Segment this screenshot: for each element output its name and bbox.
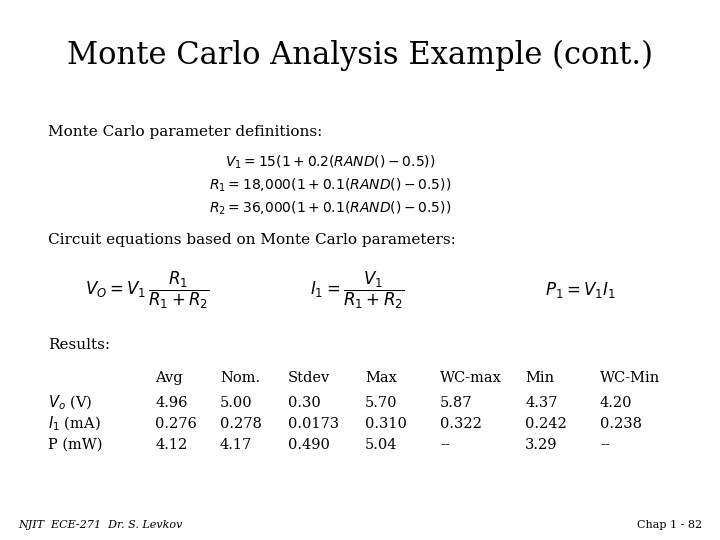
Text: 5.70: 5.70 [365, 396, 397, 410]
Text: 4.17: 4.17 [220, 438, 252, 452]
Text: Min: Min [525, 371, 554, 385]
Text: $R_2 = 36{,}000(1 + 0.1(\mathit{RAND}() - 0.5))$: $R_2 = 36{,}000(1 + 0.1(\mathit{RAND}() … [209, 199, 451, 217]
Text: --: -- [440, 438, 450, 452]
Text: $V_o$ (V): $V_o$ (V) [48, 394, 92, 412]
Text: $I_1 = \dfrac{V_1}{R_1 + R_2}$: $I_1 = \dfrac{V_1}{R_1 + R_2}$ [310, 269, 405, 310]
Text: NJIT  ECE-271  Dr. S. Levkov: NJIT ECE-271 Dr. S. Levkov [18, 520, 182, 530]
Text: 4.12: 4.12 [155, 438, 187, 452]
Text: Max: Max [365, 371, 397, 385]
Text: Results:: Results: [48, 338, 110, 352]
Text: 0.242: 0.242 [525, 417, 567, 431]
Text: Monte Carlo parameter definitions:: Monte Carlo parameter definitions: [48, 125, 323, 139]
Text: 5.00: 5.00 [220, 396, 253, 410]
Text: 5.04: 5.04 [365, 438, 397, 452]
Text: Monte Carlo Analysis Example (cont.): Monte Carlo Analysis Example (cont.) [67, 39, 653, 71]
Text: 0.0173: 0.0173 [288, 417, 339, 431]
Text: 0.322: 0.322 [440, 417, 482, 431]
Text: Avg: Avg [155, 371, 183, 385]
Text: 4.20: 4.20 [600, 396, 632, 410]
Text: 0.490: 0.490 [288, 438, 330, 452]
Text: 0.238: 0.238 [600, 417, 642, 431]
Text: Circuit equations based on Monte Carlo parameters:: Circuit equations based on Monte Carlo p… [48, 233, 456, 247]
Text: --: -- [600, 438, 610, 452]
Text: 5.87: 5.87 [440, 396, 472, 410]
Text: 3.29: 3.29 [525, 438, 557, 452]
Text: Chap 1 - 82: Chap 1 - 82 [637, 520, 702, 530]
Text: Nom.: Nom. [220, 371, 260, 385]
Text: 4.96: 4.96 [155, 396, 187, 410]
Text: 4.37: 4.37 [525, 396, 557, 410]
Text: $V_O = V_1\,\dfrac{R_1}{R_1 + R_2}$: $V_O = V_1\,\dfrac{R_1}{R_1 + R_2}$ [85, 269, 210, 310]
Text: 0.30: 0.30 [288, 396, 320, 410]
Text: $R_1 = 18{,}000(1 + 0.1(\mathit{RAND}() - 0.5))$: $R_1 = 18{,}000(1 + 0.1(\mathit{RAND}() … [209, 176, 451, 194]
Text: $I_1$ (mA): $I_1$ (mA) [48, 415, 101, 433]
Text: $V_1 = 15(1 + 0.2(\mathit{RAND}() - 0.5))$: $V_1 = 15(1 + 0.2(\mathit{RAND}() - 0.5)… [225, 153, 436, 171]
Text: $P_1 = V_1 I_1$: $P_1 = V_1 I_1$ [545, 280, 616, 300]
Text: 0.276: 0.276 [155, 417, 197, 431]
Text: WC-Min: WC-Min [600, 371, 660, 385]
Text: WC-max: WC-max [440, 371, 502, 385]
Text: 0.278: 0.278 [220, 417, 262, 431]
Text: Stdev: Stdev [288, 371, 330, 385]
Text: 0.310: 0.310 [365, 417, 407, 431]
Text: P (mW): P (mW) [48, 438, 102, 452]
